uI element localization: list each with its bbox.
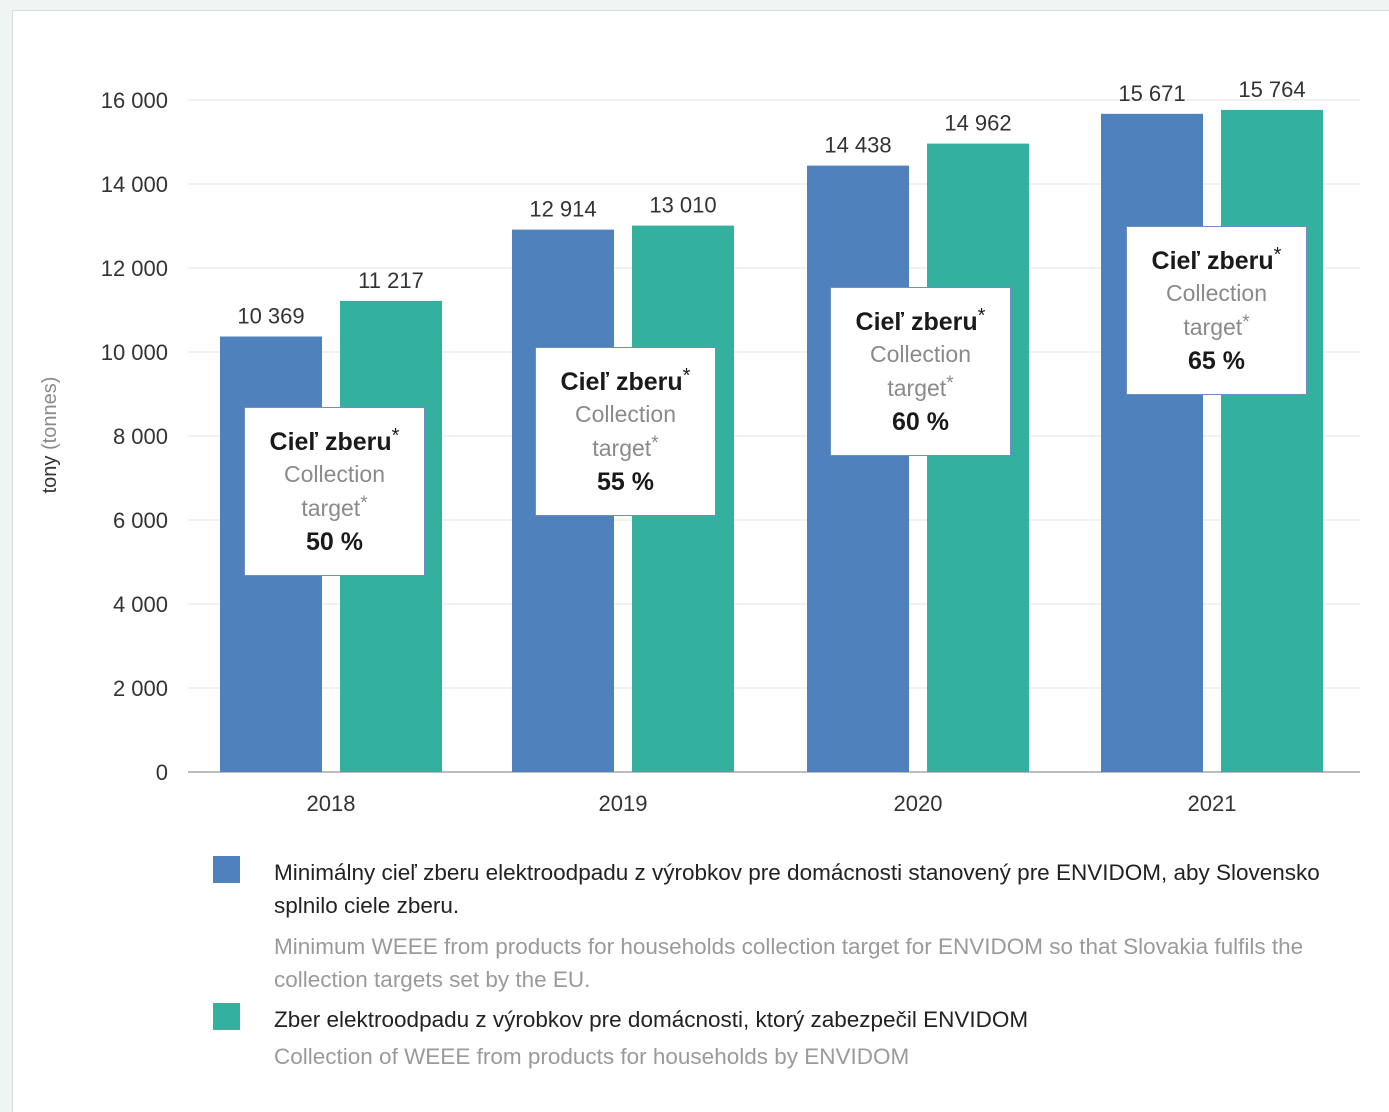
data-label: 14 962: [944, 111, 1011, 136]
target-box-title: Cieľ zberu*: [855, 305, 986, 336]
legend-label-collection-sk: Zber elektroodpadu z výrobkov pre domácn…: [274, 1007, 1029, 1032]
y-tick-label: 8 000: [113, 424, 168, 449]
legend-swatch-blue: [213, 856, 240, 883]
target-box-percent: 65 %: [1188, 347, 1245, 375]
y-tick-label: 14 000: [101, 172, 168, 197]
y-tick-label: 2 000: [113, 676, 168, 701]
target-box-percent: 60 %: [892, 408, 949, 436]
target-box-percent: 50 %: [306, 528, 363, 556]
labels: 0 2 000 4 000 6 000 8 000 10 000 12 000 14 000 1…: [101, 77, 1306, 816]
target-box-subtitle: Collection target*: [1166, 280, 1267, 340]
x-tick-label: 2020: [894, 791, 943, 816]
legend-label-collection-en: Collection of WEEE from products for hou…: [274, 1044, 910, 1069]
y-axis-label-en: (tonnes): [39, 377, 61, 450]
legend-swatch-teal: [213, 1003, 240, 1030]
data-label: 14 438: [824, 133, 891, 158]
data-label: 15 671: [1118, 81, 1185, 106]
data-label: 15 764: [1238, 77, 1305, 102]
y-axis-label: tony (tonnes): [39, 377, 61, 494]
y-tick-label: 16 000: [101, 88, 168, 113]
target-box-percent: 55 %: [597, 468, 654, 496]
target-box-title: Cieľ zberu*: [560, 365, 691, 396]
x-tick-label: 2018: [307, 791, 356, 816]
y-tick-label: 0: [156, 760, 168, 785]
y-tick-label: 4 000: [113, 592, 168, 617]
target-box-title: Cieľ zberu*: [269, 425, 400, 456]
y-tick-label: 6 000: [113, 508, 168, 533]
data-label: 12 914: [529, 197, 596, 222]
y-tick-label: 10 000: [101, 340, 168, 365]
bar-2020-series-2: [927, 143, 1029, 772]
bar-2021-series-1: [1101, 113, 1203, 773]
data-label: 10 369: [237, 304, 304, 329]
data-label: 11 217: [358, 268, 424, 293]
data-label: 13 010: [649, 193, 716, 218]
y-tick-label: 12 000: [101, 256, 168, 281]
collection-target-box-2020: Cieľ zberu* Collection target* 60 %: [830, 287, 1011, 456]
collection-target-box-2019: Cieľ zberu* Collection target* 55 %: [535, 347, 716, 516]
collection-target-box-2021: Cieľ zberu* Collection target* 65 %: [1126, 226, 1307, 395]
collection-target-box-2018: Cieľ zberu* Collection target* 50 %: [244, 407, 425, 576]
target-box-subtitle: Collection target*: [284, 461, 385, 521]
legend-label-target-sk: Minimálny cieľ zberu elektroodpadu z výr…: [274, 860, 1320, 918]
target-box-title: Cieľ zberu*: [1151, 244, 1282, 275]
target-box-subtitle: Collection target*: [575, 401, 676, 461]
bar-2021-series-2: [1221, 109, 1323, 773]
legend-label-target-en: Minimum WEEE from products for household…: [274, 934, 1304, 992]
y-axis-label-sk: tony: [39, 456, 61, 494]
x-tick-label: 2021: [1188, 791, 1237, 816]
bar-2020-series-1: [807, 165, 909, 772]
x-tick-label: 2019: [599, 791, 648, 816]
target-box-subtitle: Collection target*: [870, 341, 971, 401]
